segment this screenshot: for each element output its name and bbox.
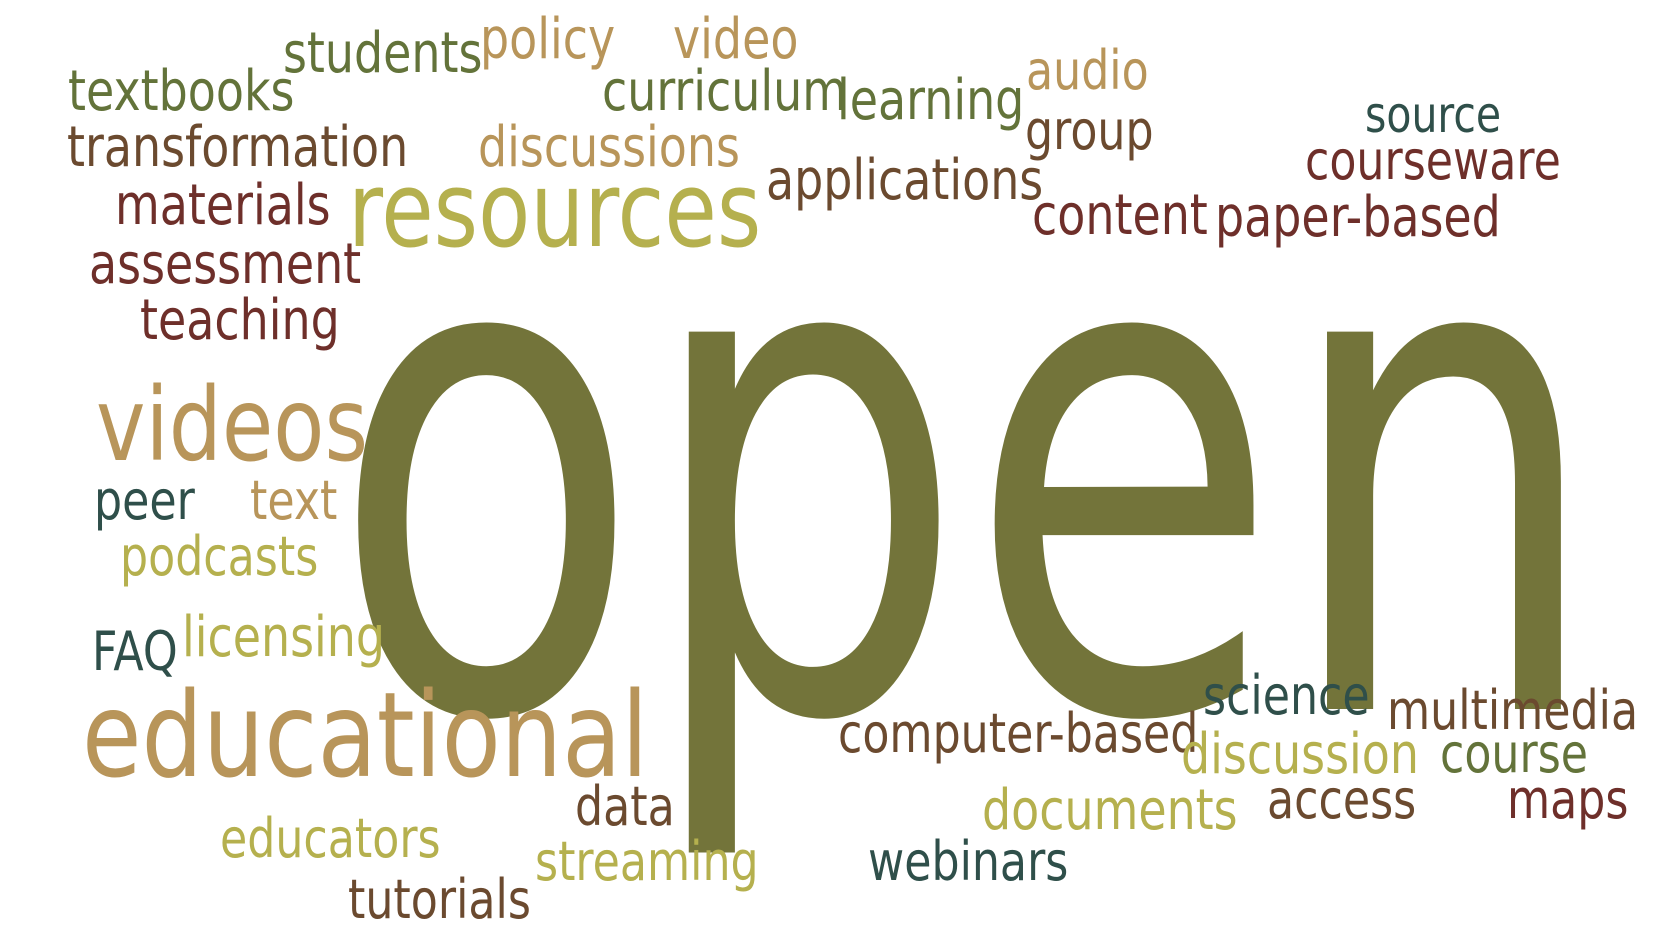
word-learning: learning	[837, 68, 1025, 133]
word-assessment: assessment	[89, 232, 362, 297]
word-applications: applications	[766, 148, 1044, 213]
word-source: source	[1365, 86, 1502, 144]
word-computer-based: computer-based	[838, 702, 1199, 765]
word-discussions: discussions	[478, 115, 740, 180]
word-videos: videos	[96, 366, 369, 485]
word-group: group	[1025, 99, 1154, 162]
word-educational: educational	[82, 666, 649, 804]
word-webinars: webinars	[868, 830, 1069, 893]
word-science: science	[1203, 664, 1370, 727]
word-content: content	[1032, 183, 1208, 248]
word-resources: resources	[348, 149, 762, 271]
word-video: video	[673, 7, 799, 72]
word-tutorials: tutorials	[348, 868, 531, 928]
word-course: course	[1440, 722, 1589, 785]
word-documents: documents	[982, 778, 1238, 843]
word-courseware: courseware	[1305, 129, 1561, 192]
word-educators: educators	[220, 807, 441, 870]
word-materials: materials	[115, 173, 331, 238]
word-podcasts: podcasts	[120, 525, 319, 588]
word-faq: FAQ	[92, 620, 178, 683]
word-policy: policy	[480, 7, 616, 72]
word-data: data	[575, 775, 675, 838]
word-maps: maps	[1507, 768, 1629, 831]
word-streaming: streaming	[535, 830, 759, 893]
word-audio: audio	[1026, 39, 1149, 102]
word-open: open	[330, 69, 1605, 872]
word-paper-based: paper-based	[1215, 185, 1501, 250]
word-curriculum: curriculum	[602, 59, 848, 124]
word-peer: peer	[94, 469, 195, 532]
word-discussion: discussion	[1181, 722, 1419, 787]
word-students: students	[283, 21, 483, 86]
word-multimedia: multimedia	[1387, 679, 1639, 742]
word-transformation: transformation	[67, 115, 409, 180]
word-teaching: teaching	[140, 288, 340, 353]
word-access: access	[1267, 768, 1417, 831]
word-textbooks: textbooks	[68, 59, 295, 124]
word-licensing: licensing	[182, 605, 386, 670]
word-text: text	[250, 469, 338, 532]
